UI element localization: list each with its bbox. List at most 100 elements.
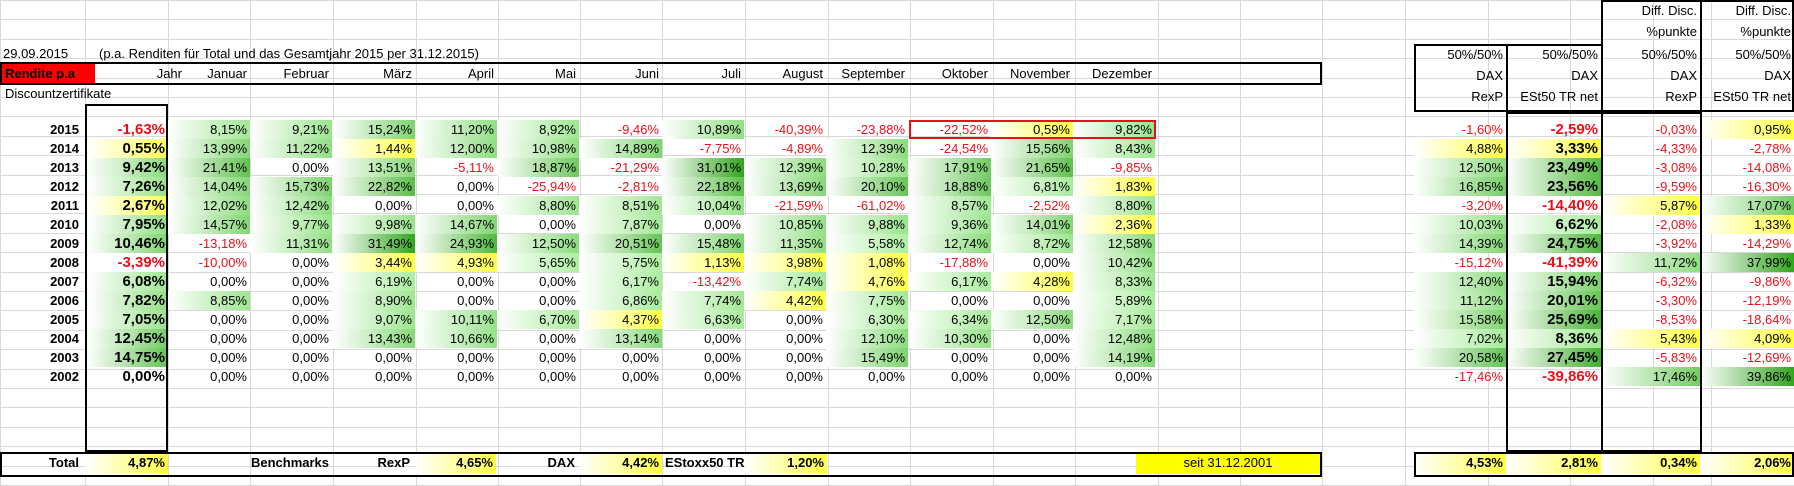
table-cell[interactable]: 21,65%: [991, 158, 1073, 177]
benchmarks-label[interactable]: Benchmarks: [250, 455, 330, 470]
row-year[interactable]: 2008: [50, 255, 79, 270]
table-cell[interactable]: 5,65%: [497, 253, 579, 272]
table-cell[interactable]: 0,00%: [704, 350, 741, 365]
right-header-2-2[interactable]: DAX: [1571, 68, 1598, 83]
right-header-3-1[interactable]: 50%/50%: [1641, 47, 1697, 62]
total-right-cell[interactable]: 0,34%: [1601, 452, 1700, 474]
row-year[interactable]: 2007: [50, 274, 79, 289]
table-cell[interactable]: 6,30%: [826, 310, 908, 329]
table-cell[interactable]: 6,17%: [580, 272, 662, 291]
table-cell[interactable]: 10,04%: [662, 196, 744, 215]
table-cell[interactable]: 10,85%: [744, 215, 826, 234]
right-cell[interactable]: 17,07%: [1700, 196, 1794, 215]
table-cell[interactable]: 0,00%: [1033, 350, 1070, 365]
dax-label[interactable]: DAX: [547, 455, 575, 470]
column-header-jahr[interactable]: Jahr: [156, 66, 182, 81]
table-cell[interactable]: 0,00%: [539, 331, 576, 346]
table-cell[interactable]: 8,92%: [497, 120, 579, 139]
table-cell[interactable]: 0,00%: [292, 369, 329, 384]
table-cell[interactable]: 14,89%: [580, 139, 662, 158]
right-cell[interactable]: 4,09%: [1700, 329, 1794, 348]
table-cell[interactable]: 12,58%: [1073, 234, 1155, 253]
table-cell[interactable]: 0,00%: [210, 312, 247, 327]
table-cell[interactable]: 0,00%: [704, 331, 741, 346]
right-cell[interactable]: -0,03%: [1655, 122, 1697, 137]
table-cell[interactable]: 1,83%: [1073, 177, 1155, 196]
column-header-dezember[interactable]: Dezember: [1092, 66, 1152, 81]
total-jahr[interactable]: 4,87%: [85, 452, 168, 474]
right-cell[interactable]: -2,08%: [1655, 217, 1697, 232]
table-cell[interactable]: 0,00%: [1115, 369, 1152, 384]
table-cell[interactable]: 18,88%: [909, 177, 991, 196]
table-cell[interactable]: -21,29%: [610, 160, 659, 175]
column-header-august[interactable]: August: [782, 66, 823, 81]
right-cell[interactable]: -12,69%: [1742, 350, 1791, 365]
table-cell[interactable]: 0,00%: [457, 293, 494, 308]
rexp-label[interactable]: RexP: [377, 455, 410, 470]
right-cell[interactable]: 1,33%: [1700, 215, 1794, 234]
table-cell[interactable]: 0,00%: [622, 369, 659, 384]
table-cell[interactable]: 9,77%: [250, 215, 332, 234]
table-cell[interactable]: 15,49%: [826, 348, 908, 367]
table-cell[interactable]: 15,48%: [662, 234, 744, 253]
table-cell[interactable]: -4,89%: [781, 141, 823, 156]
table-cell[interactable]: 0,00%: [292, 312, 329, 327]
right-header-3-3[interactable]: RexP: [1665, 89, 1697, 104]
table-cell[interactable]: 20,10%: [826, 177, 908, 196]
table-cell[interactable]: 18,87%: [497, 158, 579, 177]
table-cell[interactable]: 0,00%: [122, 368, 165, 385]
table-cell[interactable]: 8,85%: [168, 291, 250, 310]
table-cell[interactable]: 15,24%: [333, 120, 415, 139]
table-cell[interactable]: 10,30%: [909, 329, 991, 348]
table-cell[interactable]: 0,00%: [292, 350, 329, 365]
table-cell[interactable]: 0,00%: [292, 160, 329, 175]
right-cell[interactable]: 14,39%: [1414, 234, 1506, 253]
table-cell[interactable]: 14,67%: [415, 215, 497, 234]
right-cell[interactable]: 17,46%: [1601, 367, 1700, 386]
table-cell[interactable]: 4,76%: [826, 272, 908, 291]
table-cell[interactable]: 10,28%: [826, 158, 908, 177]
table-cell[interactable]: 21,41%: [168, 158, 250, 177]
table-cell[interactable]: -10,00%: [198, 255, 247, 270]
table-cell[interactable]: 10,11%: [415, 310, 497, 329]
table-cell[interactable]: -21,59%: [774, 198, 823, 213]
diff-title[interactable]: Diff. Disc.: [1641, 3, 1697, 18]
right-header-4-2[interactable]: DAX: [1764, 68, 1791, 83]
rendite-header[interactable]: Rendite p.a: [2, 63, 95, 84]
right-cell[interactable]: 10,03%: [1414, 215, 1506, 234]
right-cell[interactable]: -14,08%: [1742, 160, 1791, 175]
right-cell[interactable]: 27,45%: [1506, 348, 1601, 367]
row-year[interactable]: 2002: [50, 369, 79, 384]
row-year[interactable]: 2005: [50, 312, 79, 327]
table-cell[interactable]: 0,00%: [539, 369, 576, 384]
table-cell[interactable]: 11,22%: [250, 139, 332, 158]
table-cell[interactable]: 0,00%: [704, 217, 741, 232]
right-cell[interactable]: -15,12%: [1454, 255, 1503, 270]
right-cell[interactable]: 0,95%: [1700, 120, 1794, 139]
table-cell[interactable]: 0,00%: [210, 369, 247, 384]
table-cell[interactable]: 13,43%: [333, 329, 415, 348]
column-header-november[interactable]: November: [1010, 66, 1070, 81]
table-cell[interactable]: 2,36%: [1073, 215, 1155, 234]
right-cell[interactable]: 15,58%: [1414, 310, 1506, 329]
table-cell[interactable]: 12,42%: [250, 196, 332, 215]
table-cell[interactable]: 0,00%: [375, 350, 412, 365]
table-cell[interactable]: 6,17%: [909, 272, 991, 291]
table-cell[interactable]: 9,98%: [333, 215, 415, 234]
table-cell[interactable]: 7,26%: [87, 177, 168, 196]
table-cell[interactable]: -13,42%: [692, 274, 741, 289]
table-cell[interactable]: 4,42%: [744, 291, 826, 310]
table-cell[interactable]: 0,00%: [539, 274, 576, 289]
right-cell[interactable]: -3,92%: [1655, 236, 1697, 251]
right-cell[interactable]: -17,46%: [1454, 369, 1503, 384]
table-cell[interactable]: -2,52%: [1028, 198, 1070, 213]
table-cell[interactable]: 11,31%: [250, 234, 332, 253]
table-cell[interactable]: 2,67%: [87, 196, 168, 215]
table-cell[interactable]: 0,00%: [457, 369, 494, 384]
column-header-juli[interactable]: Juli: [721, 66, 741, 81]
table-cell[interactable]: 0,00%: [704, 369, 741, 384]
table-cell[interactable]: 0,00%: [539, 293, 576, 308]
table-cell[interactable]: 15,56%: [991, 139, 1073, 158]
right-cell[interactable]: -39,86%: [1542, 368, 1598, 385]
estoxx-value[interactable]: 1,20%: [745, 452, 827, 474]
